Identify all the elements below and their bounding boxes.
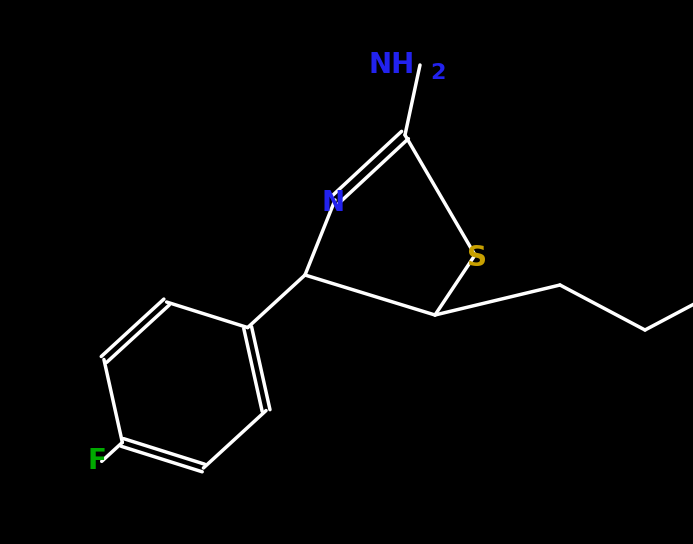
- Text: NH: NH: [369, 51, 415, 79]
- Text: F: F: [87, 447, 106, 475]
- Text: 2: 2: [430, 63, 446, 83]
- Text: S: S: [467, 244, 487, 272]
- Text: N: N: [322, 189, 344, 217]
